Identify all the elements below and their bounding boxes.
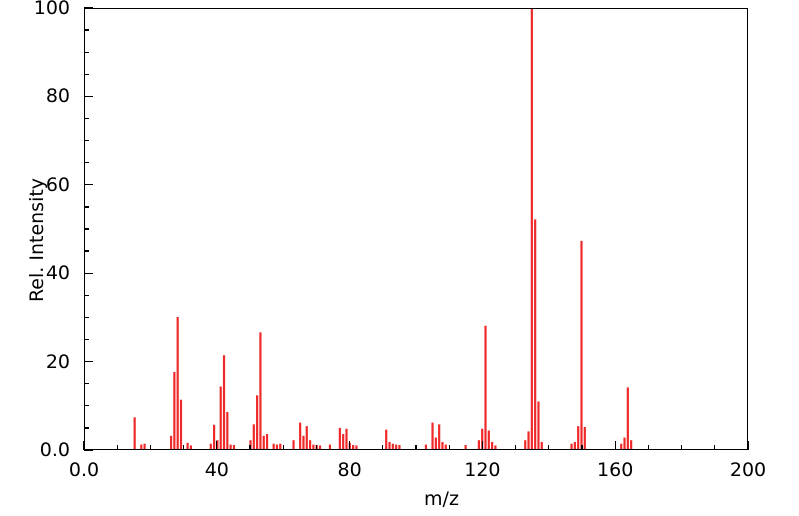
y-tick-minor: [84, 294, 89, 296]
y-tick-label: 40: [45, 262, 70, 285]
y-tick-major: [84, 272, 93, 274]
y-tick-major: [84, 184, 93, 186]
y-tick-minor: [84, 228, 89, 230]
y-tick-major: [84, 95, 93, 98]
y-tick-minor: [84, 117, 89, 120]
x-tick-minor: [249, 445, 251, 450]
x-tick-major: [614, 441, 616, 450]
x-tick-minor: [282, 445, 284, 450]
y-tick-label: 80: [45, 85, 70, 108]
x-tick-minor: [647, 445, 650, 450]
y-tick-minor: [84, 338, 89, 341]
x-tick-major: [747, 441, 749, 450]
x-tick-minor: [382, 445, 384, 450]
y-tick-major: [84, 7, 93, 9]
x-tick-major: [348, 441, 351, 450]
x-tick-label: 120: [464, 459, 501, 481]
x-tick-minor: [714, 445, 716, 450]
y-tick-major: [84, 360, 93, 363]
x-tick-label: 40: [204, 459, 229, 481]
y-tick-minor: [84, 383, 89, 385]
x-tick-label: 160: [597, 459, 634, 481]
y-tick-label: 60: [45, 173, 70, 196]
x-tick-major: [83, 441, 85, 450]
y-tick-label: 0.0: [39, 439, 70, 461]
x-tick-minor: [680, 445, 683, 450]
x-axis-title: m/z: [0, 488, 799, 510]
x-tick-minor: [581, 445, 583, 450]
y-tick-minor: [84, 162, 89, 164]
x-tick-minor: [415, 445, 417, 450]
y-tick-label: 20: [45, 350, 70, 373]
plot-area: [84, 8, 748, 450]
x-tick-label: 80: [337, 459, 362, 481]
y-tick-major: [84, 449, 93, 451]
x-tick-major: [216, 441, 218, 450]
x-axis-title-label: m/z: [424, 488, 459, 510]
y-tick-minor: [84, 139, 89, 142]
spectrum-trace: [133, 9, 633, 449]
y-tick-minor: [84, 51, 89, 53]
y-tick-minor: [84, 427, 89, 429]
y-tick-minor: [84, 250, 89, 252]
y-tick-minor: [84, 316, 89, 319]
x-tick-label: 200: [729, 459, 767, 481]
x-tick-minor: [315, 445, 318, 450]
y-tick-label: 100: [33, 0, 70, 19]
y-tick-minor: [84, 73, 89, 75]
x-tick-label: 0.0: [68, 459, 100, 481]
y-axis-title-label: Rel. Intensity: [26, 177, 48, 303]
x-tick-minor: [182, 445, 185, 450]
x-tick-minor: [149, 445, 152, 450]
y-tick-minor: [84, 29, 89, 31]
x-tick-minor: [448, 445, 450, 450]
y-tick-minor: [84, 405, 89, 407]
x-tick-minor: [514, 445, 517, 450]
y-tick-minor: [84, 206, 89, 208]
x-tick-minor: [548, 445, 550, 450]
x-tick-minor: [116, 445, 118, 450]
x-tick-major: [481, 441, 484, 450]
